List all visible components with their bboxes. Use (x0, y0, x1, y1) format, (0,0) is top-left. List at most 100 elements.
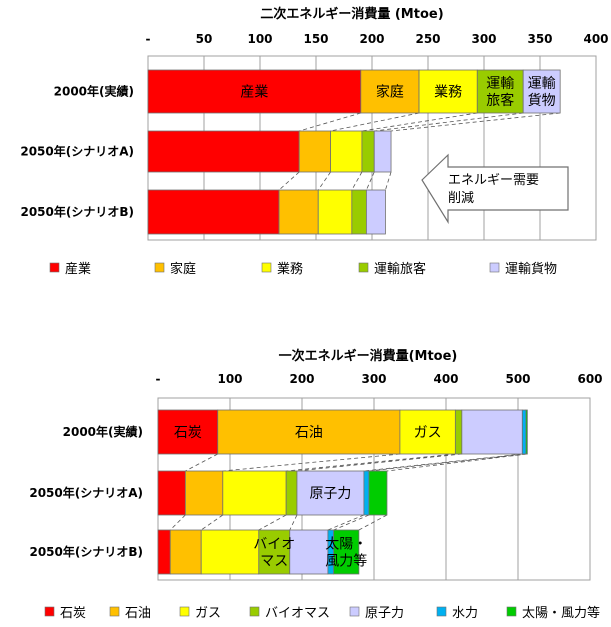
bar-segment (418, 69, 478, 114)
legend-label: 原子力 (365, 606, 404, 621)
x-tick-label: 200 (289, 372, 314, 386)
legend-swatch (261, 262, 272, 273)
connector-line (368, 453, 526, 472)
connector-line (299, 112, 361, 132)
legend-label: 運輸旅客 (374, 261, 426, 277)
category-label: 2050年(シナリオA) (29, 485, 143, 500)
connector-line (286, 453, 456, 472)
connector-line (333, 514, 370, 531)
bar-segment (298, 130, 331, 173)
x-tick-label: 250 (415, 32, 440, 46)
bar-segment (147, 69, 362, 114)
x-tick-label: 300 (361, 372, 386, 386)
bar-segment (289, 529, 329, 575)
connector-line (278, 171, 300, 191)
legend-label: 家庭 (170, 261, 196, 277)
bar-segment (368, 470, 388, 516)
bar-segment (476, 69, 524, 114)
legend-swatch (44, 606, 55, 617)
connector-line (258, 514, 287, 531)
x-tick-label: 100 (217, 372, 242, 386)
connector-line (351, 171, 363, 191)
connector-line (169, 514, 186, 531)
legend-swatch (49, 262, 60, 273)
bar-segment (373, 130, 392, 173)
connector-line (317, 171, 331, 191)
bar-segment (169, 529, 202, 575)
bar-segment (361, 130, 375, 173)
category-label: 2050年(シナリオB) (29, 544, 143, 559)
legend-label: 石油 (125, 606, 151, 621)
legend-label: ガス (195, 606, 221, 621)
legend-swatch (506, 606, 517, 617)
legend-swatch (358, 262, 369, 273)
legend-swatch (489, 262, 500, 273)
bar-segment (157, 470, 186, 516)
bar-segment (157, 529, 171, 575)
segment-label: 石油 (295, 425, 323, 441)
connector-line (385, 171, 392, 191)
bar-segment (365, 189, 386, 235)
connector-line (289, 514, 298, 531)
x-tick-label: - (146, 32, 151, 46)
segment-label: 原子力 (309, 486, 351, 502)
bar-segment (147, 189, 280, 235)
bar-segment (147, 130, 300, 173)
connector-line (330, 112, 420, 132)
bar-segment (363, 470, 370, 516)
reduction-arrow (421, 153, 569, 225)
legend-swatch (179, 606, 190, 617)
connector-line (361, 112, 478, 132)
segment-label: 産業 (240, 85, 268, 101)
bar-segment (333, 529, 360, 575)
bar-segment (525, 409, 528, 455)
segment-label: 太陽・風力等 (325, 537, 367, 570)
bar-segment (217, 409, 401, 455)
category-label: 2050年(シナリオA) (20, 144, 134, 159)
x-tick-label: 100 (247, 32, 272, 46)
segment-label: 運輸旅客 (486, 76, 514, 109)
bar-segment (278, 189, 319, 235)
bar-segment (258, 529, 291, 575)
connector-line (386, 453, 528, 472)
x-tick-label: 350 (527, 32, 552, 46)
legend-label: 産業 (65, 261, 91, 277)
chart-title: 二次エネルギー消費量 (Mtoe) (260, 6, 443, 22)
x-tick-label: 300 (471, 32, 496, 46)
x-tick-label: 50 (196, 32, 213, 46)
x-tick-label: 150 (303, 32, 328, 46)
legend-label: 石炭 (60, 606, 86, 621)
category-label: 2000年(実績) (54, 84, 134, 99)
bar-segment (360, 69, 420, 114)
segment-label: 家庭 (376, 84, 404, 101)
bar-segment (285, 470, 298, 516)
legend-swatch (154, 262, 165, 273)
legend-swatch (436, 606, 447, 617)
bar-segment (330, 130, 363, 173)
reduction-annotation: エネルギー需要削減 (448, 173, 539, 206)
x-tick-label: 200 (359, 32, 384, 46)
category-label: 2000年(実績) (63, 424, 143, 439)
connector-line (327, 514, 365, 531)
connector-line (374, 112, 524, 132)
bar-segment (351, 189, 367, 235)
connector-line (200, 514, 224, 531)
legend-label: 運輸貨物 (505, 261, 557, 277)
segment-label: 運輸貨物 (528, 76, 556, 109)
bar-segment (184, 470, 224, 516)
bar-segment (399, 409, 456, 455)
segment-label: 業務 (434, 85, 462, 101)
legend-label: 水力 (452, 606, 478, 621)
segment-label: 石炭 (174, 425, 202, 441)
x-tick-label: - (156, 372, 161, 386)
connector-line (185, 453, 218, 472)
category-label: 2050年(シナリオB) (20, 204, 134, 219)
legend-label: 太陽・風力等 (522, 605, 600, 621)
legend-swatch (349, 606, 360, 617)
connector-line (390, 112, 561, 132)
legend-swatch (249, 606, 260, 617)
bar-segment (222, 470, 287, 516)
bar-segment (461, 409, 523, 455)
connector-line (358, 514, 388, 531)
segment-label: バイオマス (253, 537, 295, 570)
